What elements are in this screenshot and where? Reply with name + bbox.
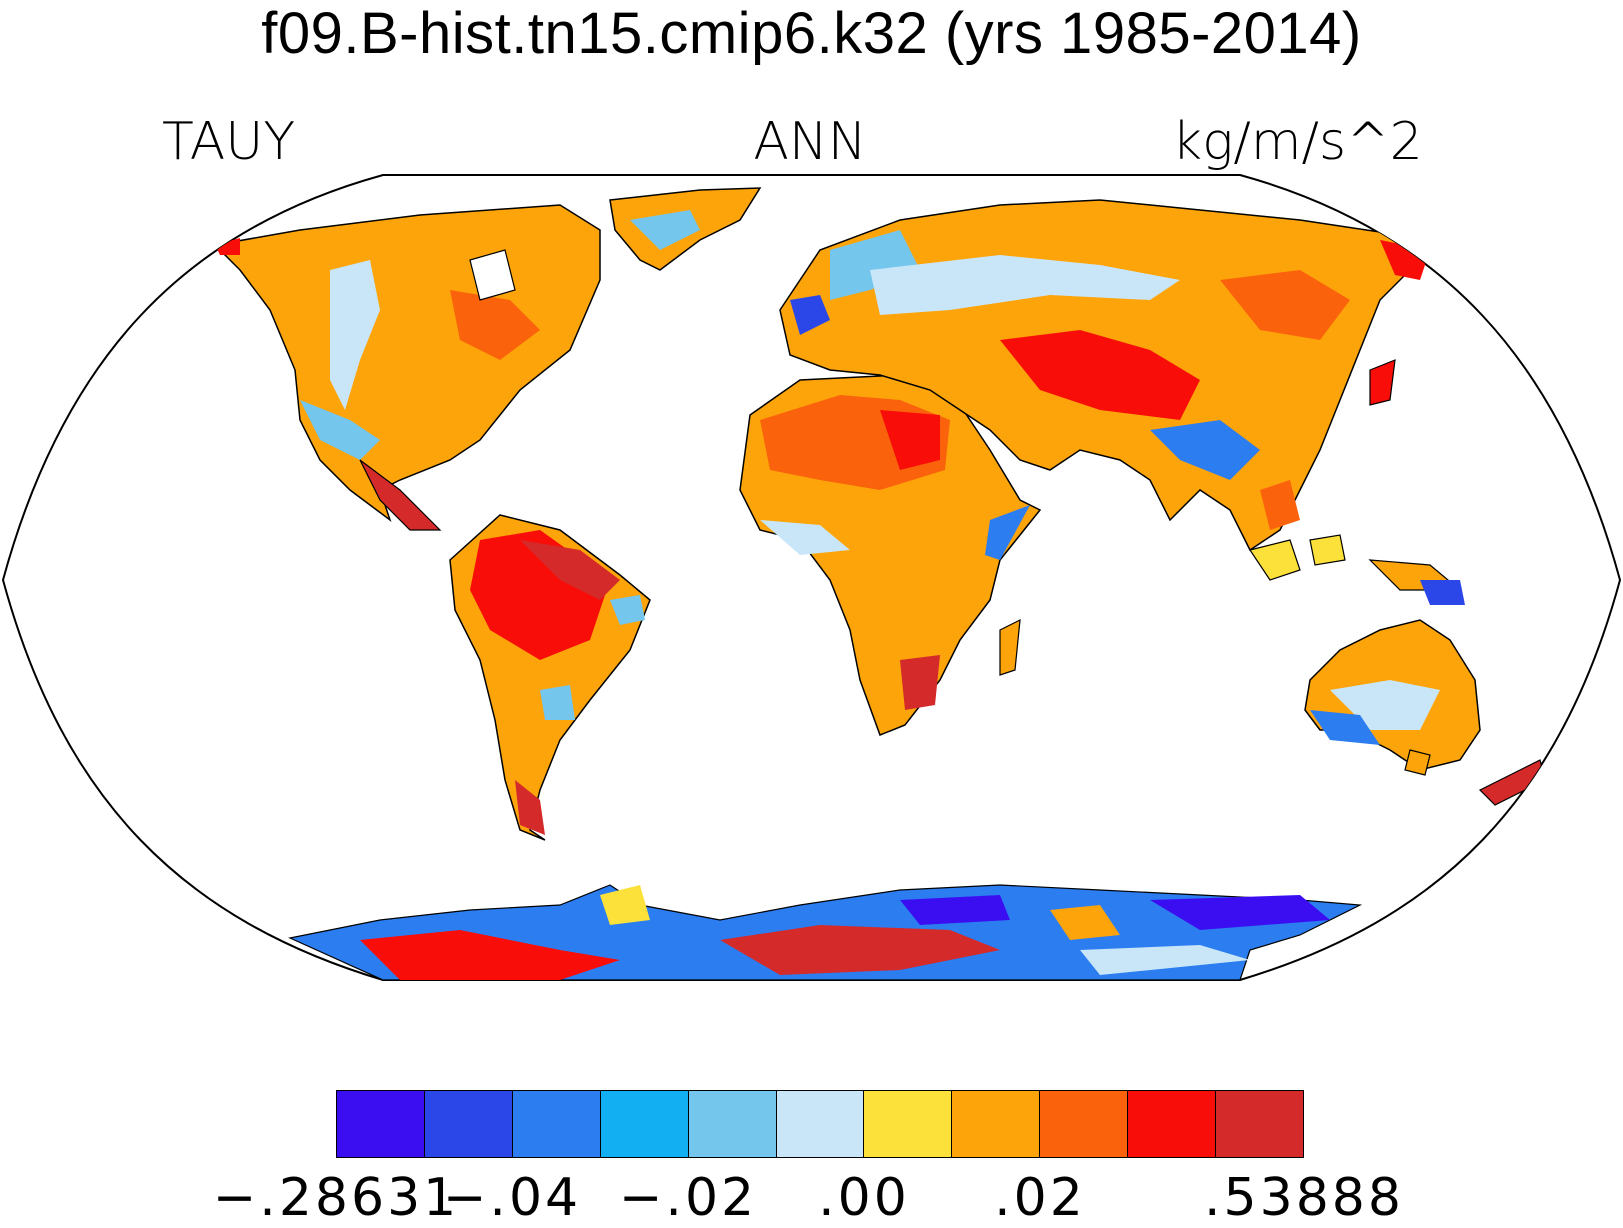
colorbar-box — [1128, 1091, 1217, 1157]
colorbar-box — [776, 1091, 865, 1157]
variable-label: TAUY — [162, 112, 296, 172]
colorbar-box — [512, 1091, 601, 1157]
colorbar-box — [1216, 1091, 1303, 1157]
colorbar-box — [424, 1091, 513, 1157]
colorbar-box — [952, 1091, 1041, 1157]
colorbar-box — [688, 1091, 777, 1157]
world-map — [1, 174, 1622, 981]
colorbar-box — [1040, 1091, 1129, 1157]
south-america — [449, 514, 651, 841]
units-label: kg/m/s^2 — [1172, 112, 1423, 172]
colorbar-tick-label: .02 — [994, 1168, 1086, 1228]
antarctica — [288, 884, 1363, 980]
australia — [1304, 619, 1546, 806]
colorbar-box — [337, 1091, 425, 1157]
maritime-continent — [1249, 534, 1465, 605]
north-america — [213, 187, 762, 531]
colorbar-tick-label: −.28631 — [212, 1168, 460, 1228]
plot-title: f09.B-hist.tn15.cmip6.k32 (yrs 1985-2014… — [261, 1, 1362, 66]
colorbar-tick-label: .00 — [818, 1168, 910, 1228]
colorbar — [336, 1090, 1304, 1158]
colorbar-tick-label: .53888 — [1204, 1168, 1404, 1228]
colorbar-tick-label: −.04 — [442, 1168, 582, 1228]
colorbar-box — [600, 1091, 689, 1157]
colorbar-box — [864, 1091, 953, 1157]
colorbar-tick-label: −.02 — [618, 1168, 758, 1228]
season-label: ANN — [753, 112, 867, 172]
